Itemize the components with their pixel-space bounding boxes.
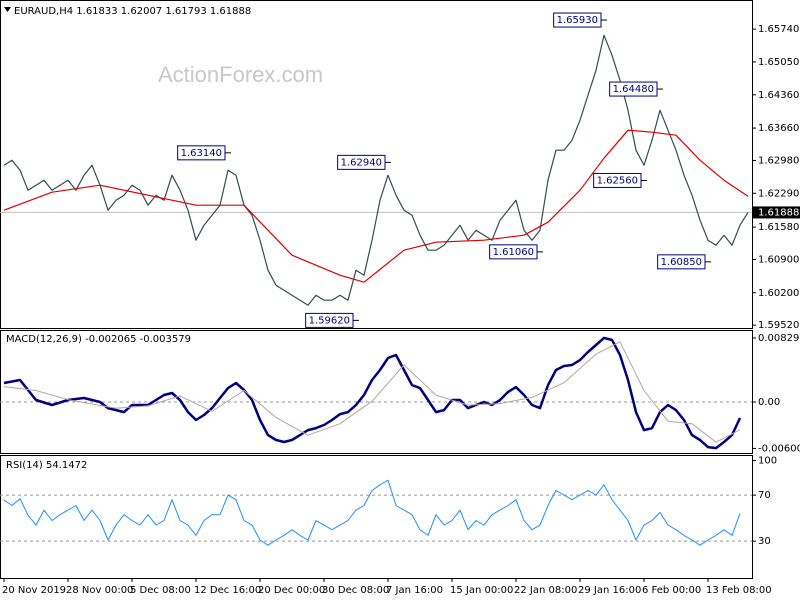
annotation: 1.65930: [553, 12, 607, 28]
annotation: 1.61060: [489, 244, 543, 260]
x-tick-label: 5 Dec 08:00: [130, 585, 191, 596]
annotation-label: 1.63140: [181, 148, 222, 159]
x-tick-label: 28 Nov 00:00: [66, 585, 133, 596]
y-tick-label: 1.62290: [758, 188, 799, 199]
y-tick-label: 0.008295: [758, 333, 800, 344]
x-tick-label: 30 Dec 08:00: [322, 585, 389, 596]
annotation-label: 1.60850: [661, 257, 702, 268]
x-tick-label: 13 Feb 08:00: [706, 585, 772, 596]
x-tick-label: 22 Jan 08:00: [514, 585, 577, 596]
y-tick-label: 1.65740: [758, 24, 799, 35]
y-tick-label: 1.64360: [758, 90, 799, 101]
annotation: 1.63140: [177, 145, 231, 161]
y-tick-label: 1.61580: [758, 222, 799, 233]
y-tick-label: 100: [758, 456, 777, 467]
menu-triangle: [4, 7, 11, 12]
y-tick-label: 1.63660: [758, 123, 799, 134]
y-tick-label: 0.00: [758, 397, 780, 408]
annotation: 1.62560: [593, 172, 647, 188]
secondary-line: [3, 129, 749, 283]
y-tick-label: -0.006007: [758, 443, 800, 454]
y-tick-label: 1.60900: [758, 254, 799, 265]
x-tick-label: 15 Jan 00:00: [450, 585, 513, 596]
current-price-label: 1.61888: [758, 207, 799, 218]
y-tick-label: 1.59520: [758, 320, 799, 331]
x-tick-label: 20 Dec 00:00: [258, 585, 325, 596]
panel-frame: [0, 0, 753, 329]
watermark: ActionForex.com: [158, 62, 323, 87]
chart-title: EURAUD,H4 1.61833 1.62007 1.61793 1.6188…: [14, 6, 251, 17]
series-line: [3, 479, 741, 546]
annotation: 1.64480: [609, 81, 663, 97]
x-tick-label: 12 Dec 16:00: [194, 585, 261, 596]
annotation-label: 1.59620: [309, 315, 350, 326]
current-price-box: [752, 206, 800, 219]
secondary-line: [3, 341, 741, 443]
x-tick-label: 20 Nov 2019: [2, 585, 66, 596]
annotation: 1.62940: [337, 154, 391, 170]
y-tick-label: 1.62980: [758, 155, 799, 166]
x-tick-label: 7 Jan 16:00: [386, 585, 443, 596]
y-tick-label: 30: [758, 536, 771, 547]
annotation-label: 1.65930: [557, 15, 598, 26]
x-tick-label: 29 Jan 16:00: [578, 585, 641, 596]
annotation: 1.60850: [657, 254, 711, 270]
panel-frame: [0, 455, 753, 579]
annotation-label: 1.61060: [493, 247, 534, 258]
rsi-title: RSI(14) 54.1472: [6, 460, 87, 471]
macd-title: MACD(12,26,9) -0.002065 -0.003579: [6, 334, 191, 345]
annotation-label: 1.62940: [341, 157, 382, 168]
annotation-label: 1.64480: [613, 84, 654, 95]
panel-frame: [0, 330, 753, 454]
y-tick-label: 1.60200: [758, 288, 799, 299]
series-line: [3, 336, 742, 450]
annotation-label: 1.62560: [597, 175, 638, 186]
y-tick-label: 70: [758, 490, 771, 501]
annotation: 1.59620: [305, 312, 359, 328]
x-tick-label: 6 Feb 00:00: [642, 585, 701, 596]
y-tick-label: 1.65050: [758, 57, 799, 68]
